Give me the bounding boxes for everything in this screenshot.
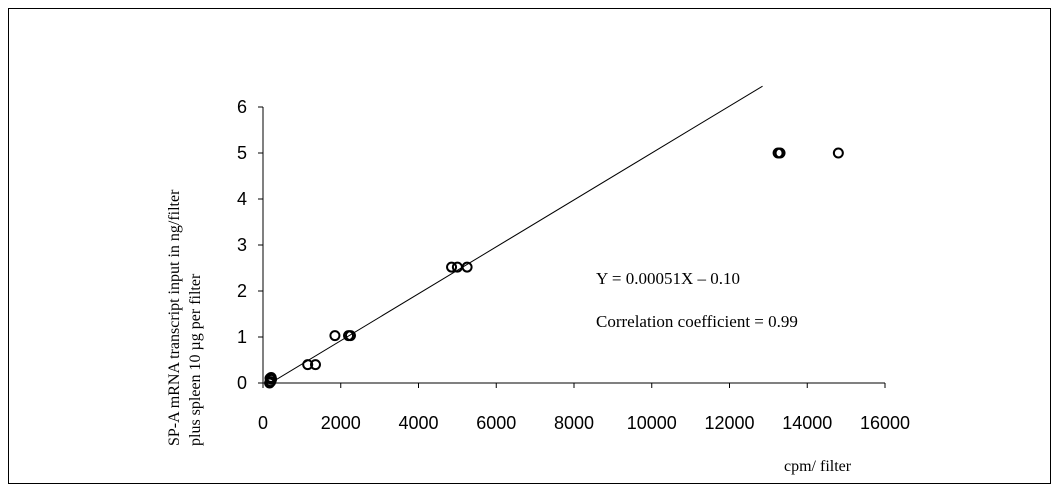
data-point bbox=[329, 330, 341, 342]
data-point bbox=[446, 261, 458, 273]
x-tick-label: 10000 bbox=[627, 413, 677, 433]
chart-frame bbox=[8, 8, 1051, 484]
y-axis-label-line-2: plus spleen 10 µg per filter bbox=[187, 273, 204, 446]
data-point bbox=[266, 373, 278, 385]
data-point bbox=[302, 359, 314, 371]
correlation-coefficient: Correlation coefficient = 0.99 bbox=[596, 312, 798, 331]
x-tick-label: 4000 bbox=[398, 413, 438, 433]
x-axis-label: cpm/ filter bbox=[784, 458, 852, 475]
y-tick-label: 5 bbox=[237, 143, 247, 163]
x-tick-label: 2000 bbox=[321, 413, 361, 433]
x-tick-label: 8000 bbox=[554, 413, 594, 433]
data-point bbox=[461, 261, 473, 273]
x-tick-label: 14000 bbox=[782, 413, 832, 433]
x-tick-label: 12000 bbox=[704, 413, 754, 433]
data-point bbox=[774, 147, 786, 159]
data-point bbox=[344, 330, 356, 342]
x-tick-label: 6000 bbox=[476, 413, 516, 433]
data-point bbox=[309, 359, 321, 371]
regression-equation: Y = 0.00051X – 0.10 bbox=[596, 269, 740, 288]
y-tick-label: 0 bbox=[237, 373, 247, 393]
y-axis-label-line-1: SP-A mRNA transcript input in ng/filter bbox=[166, 189, 183, 446]
y-tick-label: 2 bbox=[237, 281, 247, 301]
data-points bbox=[264, 85, 844, 389]
axes: 0 1 2 3 4 5 6 0 2000 4000 6000 8000 10000 12000 14000 1… bbox=[237, 97, 910, 433]
data-point bbox=[832, 147, 844, 159]
x-tick-label: 16000 bbox=[860, 413, 910, 433]
y-tick-label: 6 bbox=[237, 97, 247, 117]
x-tick-label: 0 bbox=[258, 413, 268, 433]
y-tick-label: 3 bbox=[237, 235, 247, 255]
y-tick-label: 1 bbox=[237, 327, 247, 347]
y-tick-label: 4 bbox=[237, 189, 247, 209]
